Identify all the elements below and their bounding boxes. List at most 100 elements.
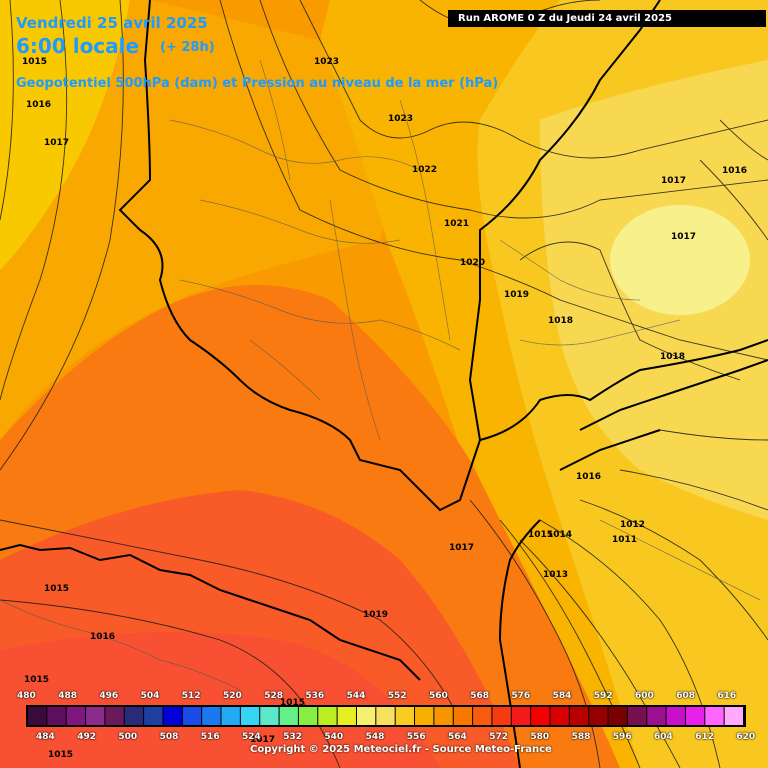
scale-cell bbox=[376, 707, 395, 725]
forecast-date: Vendredi 25 avril 2025 bbox=[16, 14, 208, 32]
scale-cell bbox=[28, 707, 47, 725]
scale-top-label: 544 bbox=[346, 691, 366, 701]
scale-bottom-label: 556 bbox=[406, 732, 426, 742]
scale-top-label: 592 bbox=[593, 691, 613, 701]
scale-cell bbox=[124, 707, 144, 725]
isobar-label: 1015 bbox=[280, 698, 306, 708]
scale-cell bbox=[550, 707, 569, 725]
scale-bottom-label: 612 bbox=[695, 732, 714, 742]
scale-cell bbox=[105, 707, 124, 725]
scale-bottom-label: 540 bbox=[324, 732, 344, 742]
scale-cell bbox=[627, 707, 647, 725]
scale-top-label: 488 bbox=[58, 691, 77, 701]
scale-top-label: 512 bbox=[181, 691, 201, 701]
forecast-lead-time: (+ 28h) bbox=[160, 40, 215, 55]
scale-cell bbox=[705, 707, 724, 725]
scale-top-label: 528 bbox=[264, 691, 283, 701]
isobar-label: 1019 bbox=[363, 610, 389, 620]
scale-bottom-label: 500 bbox=[118, 732, 138, 742]
forecast-time: 6:00 locale bbox=[16, 34, 140, 58]
isobar-label: 1015 bbox=[48, 750, 74, 760]
isobar-label: 1017 bbox=[44, 138, 70, 148]
isobar-label: 1021 bbox=[444, 219, 470, 229]
scale-cell bbox=[182, 707, 202, 725]
scale-cell bbox=[202, 707, 221, 725]
isobar-label: 1016 bbox=[576, 472, 602, 482]
scale-cell bbox=[144, 707, 163, 725]
isobar-label: 1020 bbox=[460, 258, 486, 268]
scale-bottom-label: 508 bbox=[159, 732, 179, 742]
scale-cell bbox=[260, 707, 279, 725]
scale-cell bbox=[434, 707, 453, 725]
scale-bottom-label: 596 bbox=[612, 732, 632, 742]
scale-cell bbox=[685, 707, 705, 725]
scale-cell bbox=[356, 707, 376, 725]
scale-top-label: 480 bbox=[17, 691, 36, 701]
scale-cell bbox=[724, 707, 743, 725]
scale-top-label: 536 bbox=[305, 691, 325, 701]
regional-borders bbox=[0, 59, 761, 691]
isobar-label: 1016 bbox=[26, 100, 52, 110]
isobar-label: 1023 bbox=[314, 57, 340, 67]
isobar-label: 1018 bbox=[548, 316, 574, 326]
scale-top-label: 600 bbox=[635, 691, 654, 701]
scale-top-label: 568 bbox=[470, 691, 489, 701]
scale-cell bbox=[666, 707, 685, 725]
scale-cell bbox=[47, 707, 66, 725]
scale-cell bbox=[337, 707, 356, 725]
copyright-notice: Copyright © 2025 Meteociel.fr - Source M… bbox=[250, 744, 552, 755]
scale-bottom-label: 564 bbox=[448, 732, 467, 742]
scale-cell bbox=[66, 707, 86, 725]
isobar-label: 1015 bbox=[22, 57, 48, 67]
scale-bottom-label: 484 bbox=[36, 732, 55, 742]
scale-cell bbox=[453, 707, 473, 725]
isobar-label: 1012 bbox=[620, 520, 646, 530]
scale-cell bbox=[608, 707, 627, 725]
scale-cell bbox=[221, 707, 240, 725]
scale-top-label: 496 bbox=[99, 691, 119, 701]
isobar-label: 1023 bbox=[388, 114, 414, 124]
scale-bottom-label: 580 bbox=[530, 732, 550, 742]
scale-cell bbox=[589, 707, 608, 725]
scale-cell bbox=[531, 707, 550, 725]
isobar-label: 1017 bbox=[250, 735, 276, 745]
scale-cell bbox=[86, 707, 105, 725]
isobar-label: 1014 bbox=[547, 530, 573, 540]
scale-top-label: 576 bbox=[511, 691, 531, 701]
scale-top-label: 608 bbox=[676, 691, 695, 701]
scale-bottom-label: 620 bbox=[736, 732, 756, 742]
scale-cell bbox=[511, 707, 531, 725]
scale-cell bbox=[240, 707, 260, 725]
scale-bottom-label: 572 bbox=[489, 732, 508, 742]
band-580 bbox=[0, 632, 440, 768]
scale-bottom-label: 548 bbox=[365, 732, 385, 742]
isobar-label: 1017 bbox=[449, 543, 475, 553]
isobar-label: 1015 bbox=[24, 675, 50, 685]
scale-bottom-label: 524 bbox=[242, 732, 261, 742]
isobar-label: 1017 bbox=[661, 176, 687, 186]
scale-bottom-label: 532 bbox=[283, 732, 302, 742]
scale-bottom-label: 516 bbox=[200, 732, 220, 742]
scale-color-cells bbox=[28, 707, 743, 725]
isobar-label: 1015 bbox=[528, 530, 554, 540]
scale-cell bbox=[569, 707, 589, 725]
band-548 bbox=[610, 205, 750, 315]
scale-cell bbox=[492, 707, 511, 725]
scale-cell bbox=[647, 707, 666, 725]
scale-bottom-label: 588 bbox=[571, 732, 591, 742]
scale-cell bbox=[298, 707, 318, 725]
scale-top-label: 560 bbox=[429, 691, 448, 701]
scale-top-label: 616 bbox=[717, 691, 737, 701]
scale-cell bbox=[279, 707, 298, 725]
band-560-west bbox=[0, 0, 130, 270]
isobar-label: 1011 bbox=[612, 535, 638, 545]
isobar-label: 1017 bbox=[671, 232, 697, 242]
isobar-label: 1016 bbox=[722, 166, 748, 176]
scale-top-label: 584 bbox=[552, 691, 572, 701]
scale-cell bbox=[473, 707, 492, 725]
isobar-label: 1022 bbox=[412, 165, 438, 175]
isobar-label: 1015 bbox=[44, 584, 70, 594]
parameter-title: Geopotentiel 500hPa (dam) et Pression au… bbox=[16, 76, 499, 91]
